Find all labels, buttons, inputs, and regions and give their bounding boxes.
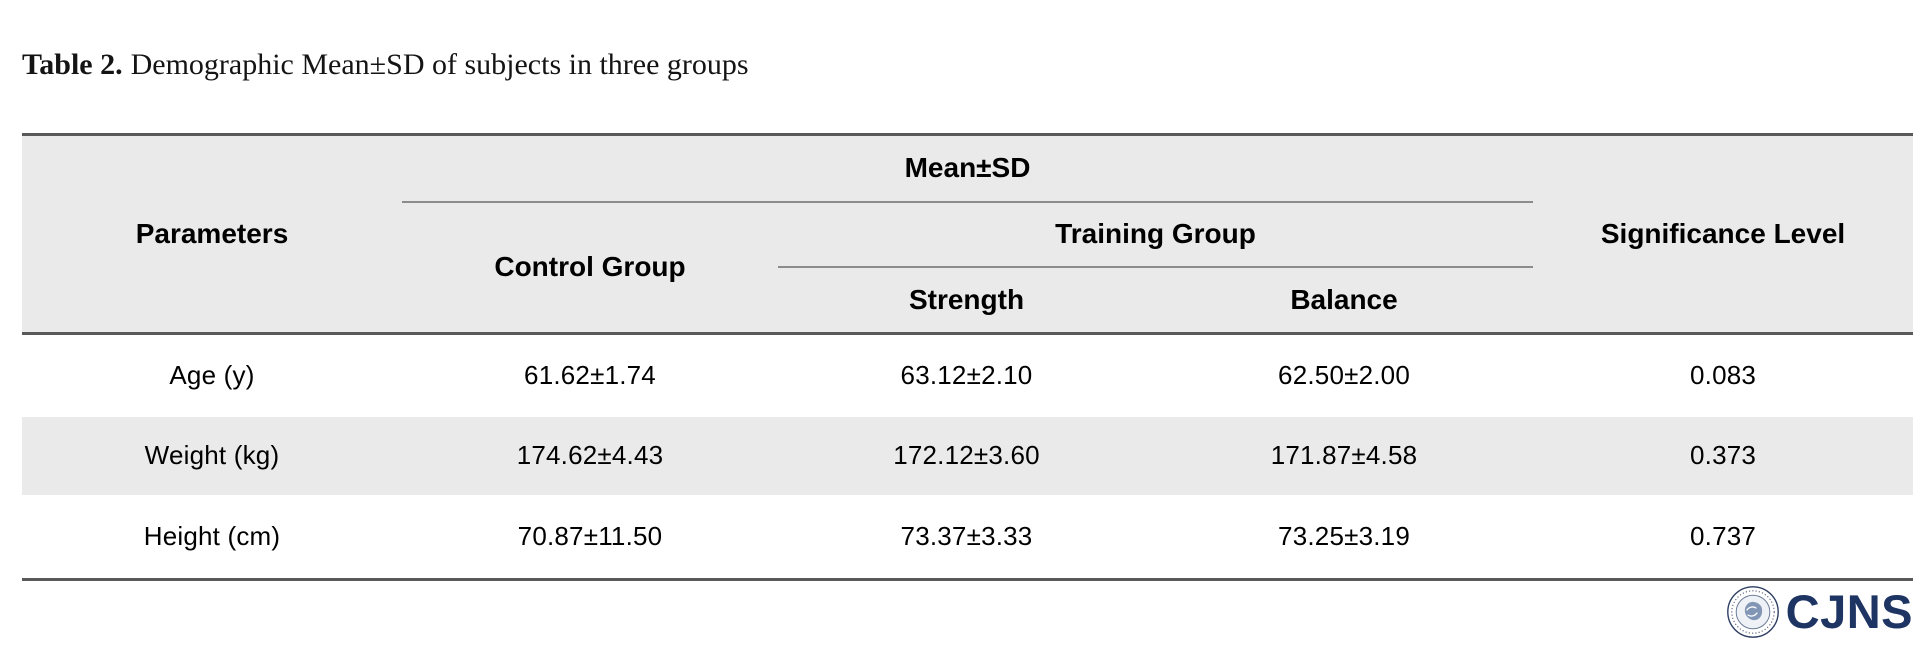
table-body: Age (y) 61.62±1.74 63.12±2.10 62.50±2.00… bbox=[22, 333, 1914, 580]
parameter-cell: Age (y) bbox=[169, 360, 255, 391]
strength-value-cell: 172.12±3.60 bbox=[893, 440, 1040, 470]
table-caption: Table 2. Demographic Mean±SD of subjects … bbox=[22, 48, 749, 82]
col-header-training-group: Training Group bbox=[778, 201, 1534, 268]
col-header-control-group: Control Group bbox=[402, 201, 778, 334]
table-caption-label: Table 2. bbox=[22, 48, 123, 81]
table-row-age: Age (y) 61.62±1.74 63.12±2.10 62.50±2.00… bbox=[22, 333, 1914, 417]
table-row-weight: Weight (kg) 174.62±4.43 172.12±3.60 171.… bbox=[22, 416, 1914, 495]
cjns-emblem-icon bbox=[1726, 586, 1779, 638]
cjns-logo-text: CJNS bbox=[1785, 585, 1913, 638]
header-row-1: Parameters Mean±SD Significance Level bbox=[22, 134, 1914, 334]
demographics-table: Parameters Mean±SD Significance Level Co… bbox=[22, 133, 1914, 581]
significance-value-cell: 0.083 bbox=[1689, 360, 1757, 391]
control-group-value-cell: 70.87±11.50 bbox=[517, 520, 663, 551]
parameter-cell: Weight (kg) bbox=[144, 440, 280, 470]
significance-value-cell: 0.737 bbox=[1689, 520, 1757, 551]
table-row-height: Height (cm) 70.87±11.50 73.37±3.33 73.25… bbox=[22, 494, 1914, 580]
balance-value-cell: 62.50±2.00 bbox=[1278, 360, 1410, 391]
table-caption-text: Demographic Mean±SD of subjects in three… bbox=[130, 48, 749, 81]
journal-logo: CJNS bbox=[1726, 584, 1913, 640]
strength-value-cell: 63.12±2.10 bbox=[900, 360, 1033, 391]
col-header-balance: Balance bbox=[1155, 266, 1534, 334]
col-header-parameters: Parameters bbox=[22, 134, 402, 334]
col-header-mean-sd: Mean±SD bbox=[402, 134, 1534, 203]
col-header-significance-level: Significance Level bbox=[1533, 134, 1914, 334]
balance-value-cell: 73.25±3.19 bbox=[1278, 520, 1410, 551]
control-group-value-cell: 61.62±1.74 bbox=[524, 360, 656, 391]
significance-value-cell: 0.373 bbox=[1689, 440, 1757, 470]
header-row-2: Control Group Training Group bbox=[22, 201, 1913, 334]
col-header-strength: Strength bbox=[778, 266, 1155, 334]
control-group-value-cell: 174.62±4.43 bbox=[516, 440, 664, 470]
parameter-cell: Height (cm) bbox=[143, 520, 281, 551]
header-row-3: Strength Balance bbox=[22, 266, 1913, 334]
balance-value-cell: 171.87±4.58 bbox=[1270, 440, 1418, 470]
strength-value-cell: 73.37±3.33 bbox=[900, 520, 1033, 551]
table-header: Parameters Mean±SD Significance Level Co… bbox=[22, 134, 1914, 334]
